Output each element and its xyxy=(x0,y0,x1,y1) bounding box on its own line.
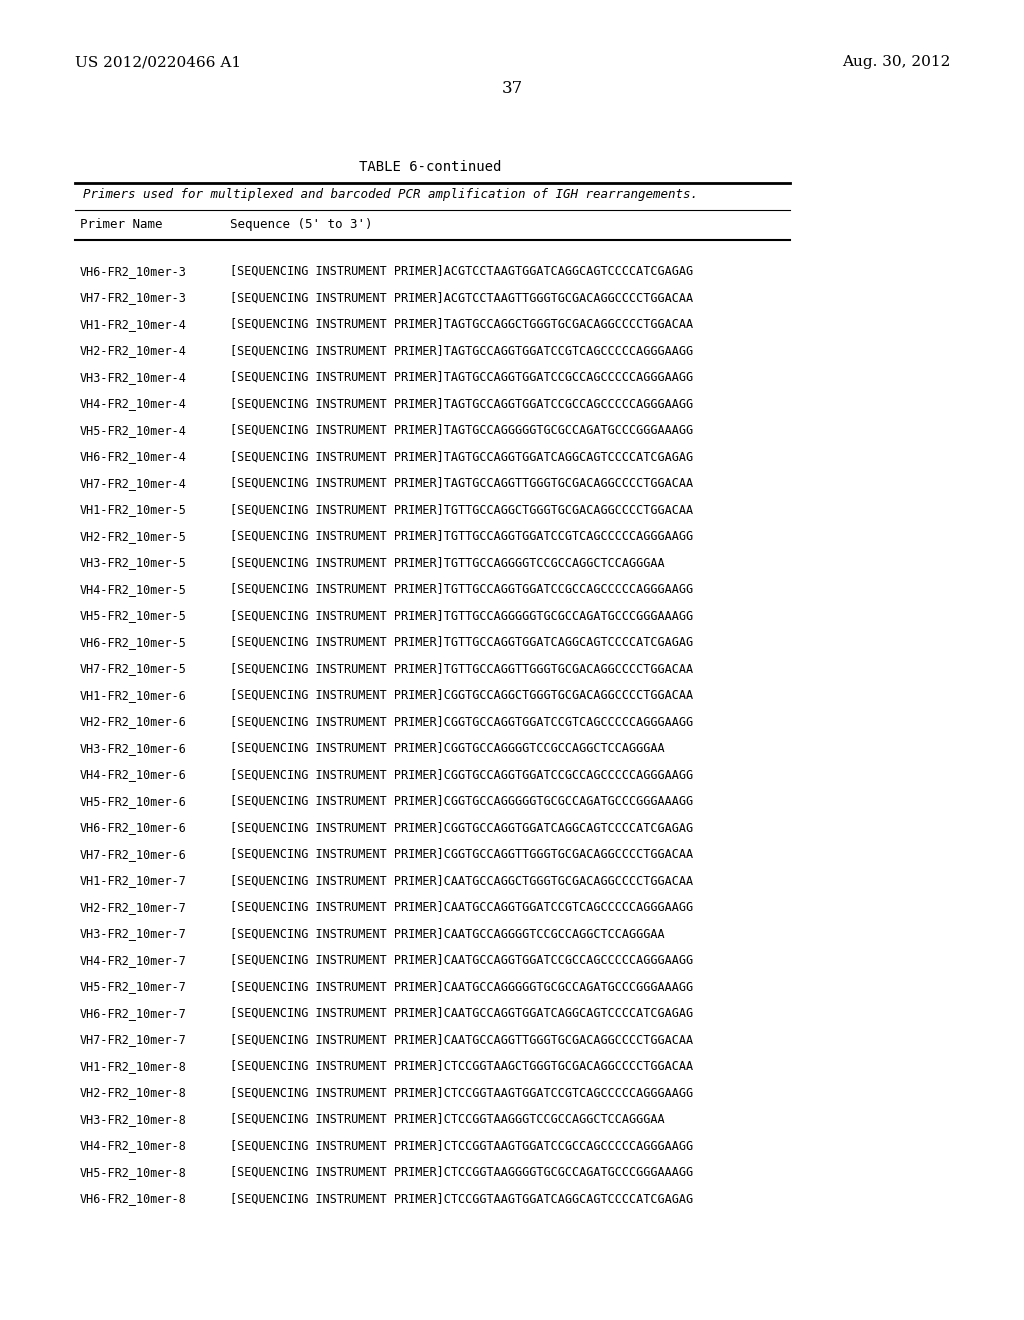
Text: VH1-FR2_10mer-8: VH1-FR2_10mer-8 xyxy=(80,1060,186,1073)
Text: [SEQUENCING INSTRUMENT PRIMER]CTCCGGTAAGGGTCCGCCAGGCTCCAGGGAA: [SEQUENCING INSTRUMENT PRIMER]CTCCGGTAAG… xyxy=(230,1113,665,1126)
Text: [SEQUENCING INSTRUMENT PRIMER]CTCCGGTAAGTGGATCCGTCAGCCCCCAGGGAAGG: [SEQUENCING INSTRUMENT PRIMER]CTCCGGTAAG… xyxy=(230,1086,693,1100)
Text: [SEQUENCING INSTRUMENT PRIMER]TAGTGCCAGGTTGGGTGCGACAGGCCCCTGGACAA: [SEQUENCING INSTRUMENT PRIMER]TAGTGCCAGG… xyxy=(230,477,693,490)
Text: VH5-FR2_10mer-6: VH5-FR2_10mer-6 xyxy=(80,795,186,808)
Text: [SEQUENCING INSTRUMENT PRIMER]TAGTGCCAGGGGGTGCGCCAGATGCCCGGGAAAGG: [SEQUENCING INSTRUMENT PRIMER]TAGTGCCAGG… xyxy=(230,424,693,437)
Text: [SEQUENCING INSTRUMENT PRIMER]CAATGCCAGGTGGATCAGGCAGTCCCCATCGAGAG: [SEQUENCING INSTRUMENT PRIMER]CAATGCCAGG… xyxy=(230,1007,693,1020)
Text: VH5-FR2_10mer-8: VH5-FR2_10mer-8 xyxy=(80,1166,186,1179)
Text: US 2012/0220466 A1: US 2012/0220466 A1 xyxy=(75,55,241,69)
Text: VH6-FR2_10mer-7: VH6-FR2_10mer-7 xyxy=(80,1007,186,1020)
Text: VH6-FR2_10mer-3: VH6-FR2_10mer-3 xyxy=(80,265,186,279)
Text: [SEQUENCING INSTRUMENT PRIMER]CGGTGCCAGGCTGGGTGCGACAGGCCCCTGGACAA: [SEQUENCING INSTRUMENT PRIMER]CGGTGCCAGG… xyxy=(230,689,693,702)
Text: [SEQUENCING INSTRUMENT PRIMER]TGTTGCCAGGTTGGGTGCGACAGGCCCCTGGACAA: [SEQUENCING INSTRUMENT PRIMER]TGTTGCCAGG… xyxy=(230,663,693,676)
Text: VH5-FR2_10mer-4: VH5-FR2_10mer-4 xyxy=(80,424,186,437)
Text: 37: 37 xyxy=(502,81,522,96)
Text: VH4-FR2_10mer-8: VH4-FR2_10mer-8 xyxy=(80,1139,186,1152)
Text: VH3-FR2_10mer-8: VH3-FR2_10mer-8 xyxy=(80,1113,186,1126)
Text: VH7-FR2_10mer-5: VH7-FR2_10mer-5 xyxy=(80,663,186,676)
Text: VH7-FR2_10mer-7: VH7-FR2_10mer-7 xyxy=(80,1034,186,1047)
Text: VH7-FR2_10mer-6: VH7-FR2_10mer-6 xyxy=(80,847,186,861)
Text: VH6-FR2_10mer-8: VH6-FR2_10mer-8 xyxy=(80,1192,186,1205)
Text: VH6-FR2_10mer-4: VH6-FR2_10mer-4 xyxy=(80,450,186,463)
Text: VH3-FR2_10mer-6: VH3-FR2_10mer-6 xyxy=(80,742,186,755)
Text: [SEQUENCING INSTRUMENT PRIMER]CGGTGCCAGGGGTCCGCCAGGCTCCAGGGAA: [SEQUENCING INSTRUMENT PRIMER]CGGTGCCAGG… xyxy=(230,742,665,755)
Text: VH2-FR2_10mer-6: VH2-FR2_10mer-6 xyxy=(80,715,186,729)
Text: [SEQUENCING INSTRUMENT PRIMER]TAGTGCCAGGCTGGGTGCGACAGGCCCCTGGACAA: [SEQUENCING INSTRUMENT PRIMER]TAGTGCCAGG… xyxy=(230,318,693,331)
Text: [SEQUENCING INSTRUMENT PRIMER]TGTTGCCAGGTGGATCCGTCAGCCCCCAGGGAAGG: [SEQUENCING INSTRUMENT PRIMER]TGTTGCCAGG… xyxy=(230,531,693,543)
Text: [SEQUENCING INSTRUMENT PRIMER]TGTTGCCAGGGGGTGCGCCAGATGCCCGGGAAAGG: [SEQUENCING INSTRUMENT PRIMER]TGTTGCCAGG… xyxy=(230,610,693,623)
Text: VH3-FR2_10mer-4: VH3-FR2_10mer-4 xyxy=(80,371,186,384)
Text: [SEQUENCING INSTRUMENT PRIMER]TGTTGCCAGGCTGGGTGCGACAGGCCCCTGGACAA: [SEQUENCING INSTRUMENT PRIMER]TGTTGCCAGG… xyxy=(230,503,693,516)
Text: [SEQUENCING INSTRUMENT PRIMER]CTCCGGTAAGCTGGGTGCGACAGGCCCCTGGACAA: [SEQUENCING INSTRUMENT PRIMER]CTCCGGTAAG… xyxy=(230,1060,693,1073)
Text: VH1-FR2_10mer-6: VH1-FR2_10mer-6 xyxy=(80,689,186,702)
Text: [SEQUENCING INSTRUMENT PRIMER]ACGTCCTAAGTGGATCAGGCAGTCCCCATCGAGAG: [SEQUENCING INSTRUMENT PRIMER]ACGTCCTAAG… xyxy=(230,265,693,279)
Text: VH3-FR2_10mer-5: VH3-FR2_10mer-5 xyxy=(80,557,186,569)
Text: VH6-FR2_10mer-6: VH6-FR2_10mer-6 xyxy=(80,821,186,834)
Text: Primer Name: Primer Name xyxy=(80,218,163,231)
Text: [SEQUENCING INSTRUMENT PRIMER]CGGTGCCAGGTGGATCCGCCAGCCCCCAGGGAAGG: [SEQUENCING INSTRUMENT PRIMER]CGGTGCCAGG… xyxy=(230,768,693,781)
Text: [SEQUENCING INSTRUMENT PRIMER]CAATGCCAGGGGGTGCGCCAGATGCCCGGGAAAGG: [SEQUENCING INSTRUMENT PRIMER]CAATGCCAGG… xyxy=(230,981,693,994)
Text: [SEQUENCING INSTRUMENT PRIMER]TGTTGCCAGGTGGATCCGCCAGCCCCCAGGGAAGG: [SEQUENCING INSTRUMENT PRIMER]TGTTGCCAGG… xyxy=(230,583,693,597)
Text: VH4-FR2_10mer-4: VH4-FR2_10mer-4 xyxy=(80,397,186,411)
Text: Aug. 30, 2012: Aug. 30, 2012 xyxy=(842,55,950,69)
Text: [SEQUENCING INSTRUMENT PRIMER]TAGTGCCAGGTGGATCAGGCAGTCCCCATCGAGAG: [SEQUENCING INSTRUMENT PRIMER]TAGTGCCAGG… xyxy=(230,450,693,463)
Text: [SEQUENCING INSTRUMENT PRIMER]CGGTGCCAGGTTGGGTGCGACAGGCCCCTGGACAA: [SEQUENCING INSTRUMENT PRIMER]CGGTGCCAGG… xyxy=(230,847,693,861)
Text: VH2-FR2_10mer-7: VH2-FR2_10mer-7 xyxy=(80,902,186,913)
Text: [SEQUENCING INSTRUMENT PRIMER]CAATGCCAGGCTGGGTGCGACAGGCCCCTGGACAA: [SEQUENCING INSTRUMENT PRIMER]CAATGCCAGG… xyxy=(230,874,693,887)
Text: [SEQUENCING INSTRUMENT PRIMER]CTCCGGTAAGTGGATCCGCCAGCCCCCAGGGAAGG: [SEQUENCING INSTRUMENT PRIMER]CTCCGGTAAG… xyxy=(230,1139,693,1152)
Text: Sequence (5' to 3'): Sequence (5' to 3') xyxy=(230,218,373,231)
Text: VH3-FR2_10mer-7: VH3-FR2_10mer-7 xyxy=(80,928,186,940)
Text: VH1-FR2_10mer-5: VH1-FR2_10mer-5 xyxy=(80,503,186,516)
Text: [SEQUENCING INSTRUMENT PRIMER]TGTTGCCAGGGGTCCGCCAGGCTCCAGGGAA: [SEQUENCING INSTRUMENT PRIMER]TGTTGCCAGG… xyxy=(230,557,665,569)
Text: [SEQUENCING INSTRUMENT PRIMER]TAGTGCCAGGTGGATCCGCCAGCCCCCAGGGAAGG: [SEQUENCING INSTRUMENT PRIMER]TAGTGCCAGG… xyxy=(230,371,693,384)
Text: VH4-FR2_10mer-5: VH4-FR2_10mer-5 xyxy=(80,583,186,597)
Text: VH1-FR2_10mer-7: VH1-FR2_10mer-7 xyxy=(80,874,186,887)
Text: VH2-FR2_10mer-4: VH2-FR2_10mer-4 xyxy=(80,345,186,358)
Text: VH4-FR2_10mer-7: VH4-FR2_10mer-7 xyxy=(80,954,186,968)
Text: VH1-FR2_10mer-4: VH1-FR2_10mer-4 xyxy=(80,318,186,331)
Text: VH5-FR2_10mer-5: VH5-FR2_10mer-5 xyxy=(80,610,186,623)
Text: VH2-FR2_10mer-5: VH2-FR2_10mer-5 xyxy=(80,531,186,543)
Text: VH5-FR2_10mer-7: VH5-FR2_10mer-7 xyxy=(80,981,186,994)
Text: VH7-FR2_10mer-4: VH7-FR2_10mer-4 xyxy=(80,477,186,490)
Text: [SEQUENCING INSTRUMENT PRIMER]CAATGCCAGGTGGATCCGTCAGCCCCCAGGGAAGG: [SEQUENCING INSTRUMENT PRIMER]CAATGCCAGG… xyxy=(230,902,693,913)
Text: VH6-FR2_10mer-5: VH6-FR2_10mer-5 xyxy=(80,636,186,649)
Text: [SEQUENCING INSTRUMENT PRIMER]CTCCGGTAAGTGGATCAGGCAGTCCCCATCGAGAG: [SEQUENCING INSTRUMENT PRIMER]CTCCGGTAAG… xyxy=(230,1192,693,1205)
Text: TABLE 6-continued: TABLE 6-continued xyxy=(358,160,501,174)
Text: VH2-FR2_10mer-8: VH2-FR2_10mer-8 xyxy=(80,1086,186,1100)
Text: [SEQUENCING INSTRUMENT PRIMER]CAATGCCAGGTGGATCCGCCAGCCCCCAGGGAAGG: [SEQUENCING INSTRUMENT PRIMER]CAATGCCAGG… xyxy=(230,954,693,968)
Text: [SEQUENCING INSTRUMENT PRIMER]CGGTGCCAGGTGGATCAGGCAGTCCCCATCGAGAG: [SEQUENCING INSTRUMENT PRIMER]CGGTGCCAGG… xyxy=(230,821,693,834)
Text: VH4-FR2_10mer-6: VH4-FR2_10mer-6 xyxy=(80,768,186,781)
Text: Primers used for multiplexed and barcoded PCR amplification of IGH rearrangement: Primers used for multiplexed and barcode… xyxy=(83,187,698,201)
Text: [SEQUENCING INSTRUMENT PRIMER]CGGTGCCAGGGGGTGCGCCAGATGCCCGGGAAAGG: [SEQUENCING INSTRUMENT PRIMER]CGGTGCCAGG… xyxy=(230,795,693,808)
Text: [SEQUENCING INSTRUMENT PRIMER]TGTTGCCAGGTGGATCAGGCAGTCCCCATCGAGAG: [SEQUENCING INSTRUMENT PRIMER]TGTTGCCAGG… xyxy=(230,636,693,649)
Text: [SEQUENCING INSTRUMENT PRIMER]CAATGCCAGGTTGGGTGCGACAGGCCCCTGGACAA: [SEQUENCING INSTRUMENT PRIMER]CAATGCCAGG… xyxy=(230,1034,693,1047)
Text: VH7-FR2_10mer-3: VH7-FR2_10mer-3 xyxy=(80,292,186,305)
Text: [SEQUENCING INSTRUMENT PRIMER]TAGTGCCAGGTGGATCCGTCAGCCCCCAGGGAAGG: [SEQUENCING INSTRUMENT PRIMER]TAGTGCCAGG… xyxy=(230,345,693,358)
Text: [SEQUENCING INSTRUMENT PRIMER]CGGTGCCAGGTGGATCCGTCAGCCCCCAGGGAAGG: [SEQUENCING INSTRUMENT PRIMER]CGGTGCCAGG… xyxy=(230,715,693,729)
Text: [SEQUENCING INSTRUMENT PRIMER]CAATGCCAGGGGTCCGCCAGGCTCCAGGGAA: [SEQUENCING INSTRUMENT PRIMER]CAATGCCAGG… xyxy=(230,928,665,940)
Text: [SEQUENCING INSTRUMENT PRIMER]TAGTGCCAGGTGGATCCGCCAGCCCCCAGGGAAGG: [SEQUENCING INSTRUMENT PRIMER]TAGTGCCAGG… xyxy=(230,397,693,411)
Text: [SEQUENCING INSTRUMENT PRIMER]CTCCGGTAAGGGGTGCGCCAGATGCCCGGGAAAGG: [SEQUENCING INSTRUMENT PRIMER]CTCCGGTAAG… xyxy=(230,1166,693,1179)
Text: [SEQUENCING INSTRUMENT PRIMER]ACGTCCTAAGTTGGGTGCGACAGGCCCCTGGACAA: [SEQUENCING INSTRUMENT PRIMER]ACGTCCTAAG… xyxy=(230,292,693,305)
